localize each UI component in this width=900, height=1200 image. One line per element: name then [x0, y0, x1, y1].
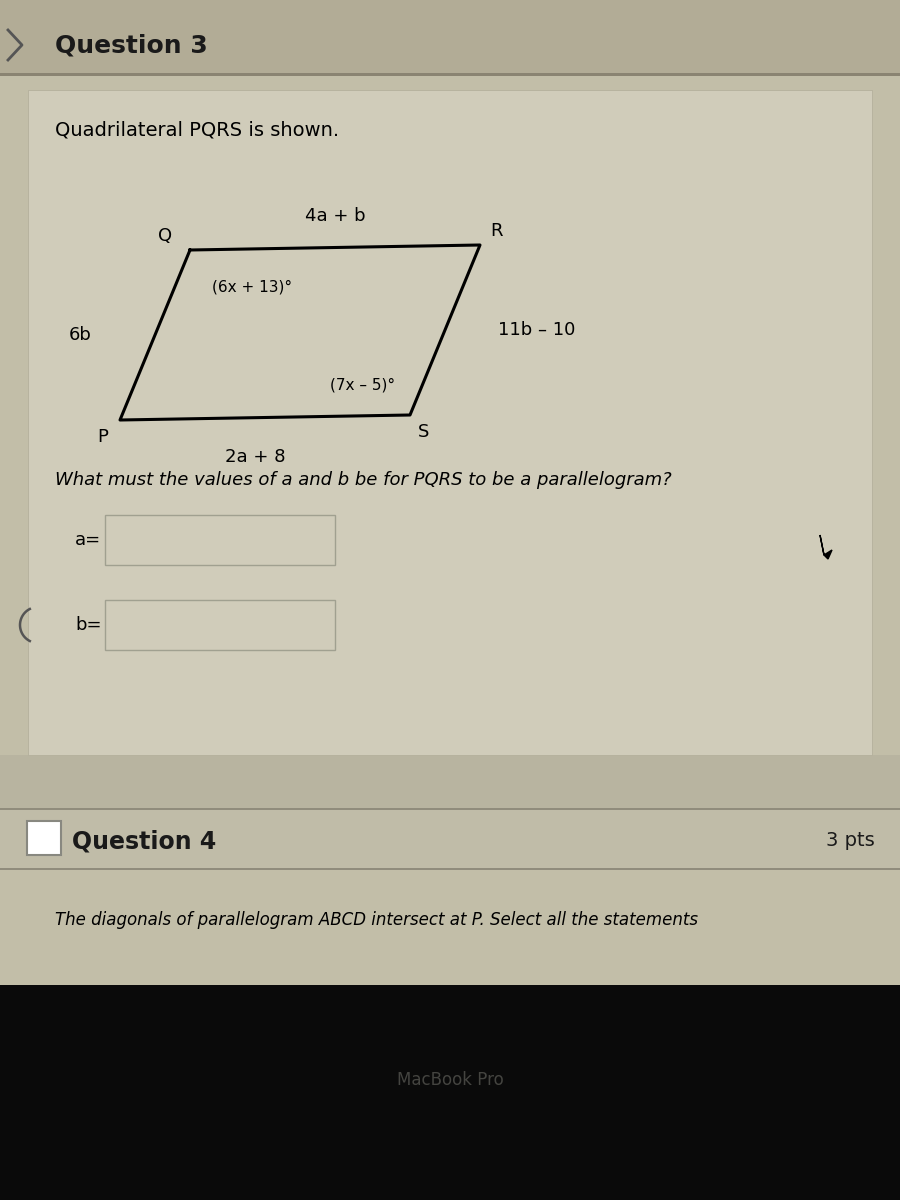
Polygon shape	[820, 535, 832, 559]
Text: 11b – 10: 11b – 10	[498, 320, 575, 338]
Text: b=: b=	[75, 616, 102, 634]
Text: Question 3: Question 3	[55, 32, 208, 56]
FancyBboxPatch shape	[27, 821, 61, 854]
Bar	[105, 515, 335, 565]
Text: S: S	[418, 422, 429, 440]
Text: R: R	[490, 222, 502, 240]
Bar	[0, 0, 900, 74]
Bar	[0, 868, 900, 870]
Text: Question 4: Question 4	[72, 829, 216, 853]
Text: P: P	[97, 428, 108, 446]
Bar	[105, 600, 335, 650]
Text: 2a + 8: 2a + 8	[225, 448, 285, 466]
Text: (6x + 13)°: (6x + 13)°	[212, 280, 292, 295]
Text: 4a + b: 4a + b	[305, 206, 365, 226]
Text: The diagonals of parallelogram ABCD intersect at P. Select all the statements: The diagonals of parallelogram ABCD inte…	[55, 911, 698, 929]
Text: MacBook Pro: MacBook Pro	[397, 1070, 503, 1090]
Text: a=: a=	[75, 530, 101, 550]
Text: 3 pts: 3 pts	[826, 832, 875, 851]
Bar	[0, 810, 900, 870]
Text: 6b: 6b	[69, 326, 92, 344]
Bar	[0, 74, 900, 790]
Bar	[28, 90, 872, 755]
Text: Quadrilateral PQRS is shown.: Quadrilateral PQRS is shown.	[55, 120, 339, 139]
Bar	[0, 755, 900, 810]
Text: (7x – 5)°: (7x – 5)°	[330, 378, 395, 392]
Text: Q: Q	[158, 227, 172, 245]
Text: What must the values of a and b be for PQRS to be a parallelogram?: What must the values of a and b be for P…	[55, 470, 671, 490]
Bar	[0, 985, 900, 1200]
Bar	[0, 870, 900, 985]
Bar	[0, 808, 900, 810]
Bar	[0, 73, 900, 76]
